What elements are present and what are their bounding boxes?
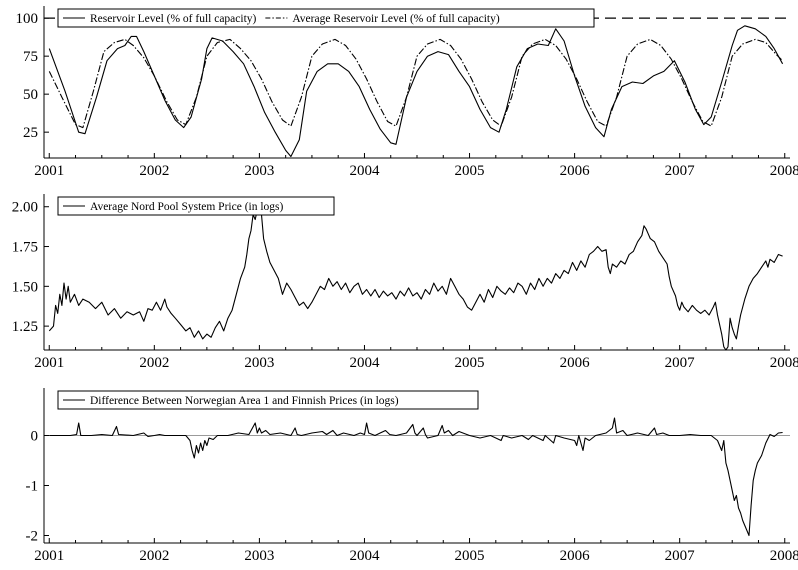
chart-2-x-tick-label: 2008 [770,355,798,371]
chart-1-x-tick-label: 2001 [34,163,64,179]
chart-1-x-tick-label: 2002 [139,163,169,179]
chart-2-x-tick-label: 2006 [560,355,591,371]
chart-3-legend [57,390,479,410]
chart-3-legend-label-1: Difference Between Norwegian Area 1 and … [90,395,399,407]
chart-1-x-tick-label: 2006 [560,163,591,179]
chart-1-series-1-line [48,25,784,158]
chart-3-y-tick-label: -1 [26,479,39,495]
chart-1-x-tick-label: 2004 [349,163,380,179]
chart-3-y-tick-label: -2 [26,529,39,545]
chart-2-x-tick-label: 2003 [244,355,274,371]
chart-3-x-tick-label: 2003 [244,548,274,564]
chart-2-y-tick-label: 1.25 [12,319,38,335]
chart-2-legend [57,196,335,216]
chart-3-x-tick-label: 2004 [349,548,380,564]
chart-1-x-tick-label: 2008 [770,163,798,179]
chart-2-series-1-line [48,203,783,351]
chart-1-y-tick-label: 50 [23,87,38,103]
chart-2-y-tick-label: 1.75 [12,240,38,256]
chart-1-y-tick-label: 75 [23,49,38,65]
chart-1-legend-label-2: Average Reservoir Level (% of full capac… [292,13,499,25]
chart-3-x-tick-label: 2006 [560,548,591,564]
chart-3-series-1-line [49,417,783,537]
chart-2-legend-label-1: Average Nord Pool System Price (in logs) [90,201,284,213]
chart-1-legend-label-1: Reservoir Level (% of full capacity) [90,13,257,25]
chart-2-y-tick-label: 1.50 [12,279,38,295]
chart-1-x-tick-label: 2005 [455,163,485,179]
chart-1-y-tick-label: 100 [16,11,39,27]
chart-2-x-tick-label: 2002 [139,355,169,371]
chart-2-x-tick-label: 2005 [455,355,485,371]
chart-1-legend [57,8,595,28]
chart-1-x-tick-label: 2003 [244,163,274,179]
chart-1-y-tick-label: 25 [23,125,38,141]
chart-3-x-tick-label: 2002 [139,548,169,564]
chart-2-x-tick-label: 2007 [665,355,696,371]
chart-1-x-tick-label: 2007 [665,163,696,179]
chart-3-x-tick-label: 2007 [665,548,696,564]
chart-3-x-tick-label: 2008 [770,548,798,564]
chart-2-x-tick-label: 2001 [34,355,64,371]
chart-2-x-tick-label: 2004 [349,355,380,371]
chart-1-series-2-line [48,38,783,129]
chart-3-x-tick-label: 2001 [34,548,64,564]
chart-2-y-tick-label: 2.00 [12,200,38,216]
chart-3-y-tick-label: 0 [31,429,39,445]
chart-3-x-tick-label: 2005 [455,548,485,564]
